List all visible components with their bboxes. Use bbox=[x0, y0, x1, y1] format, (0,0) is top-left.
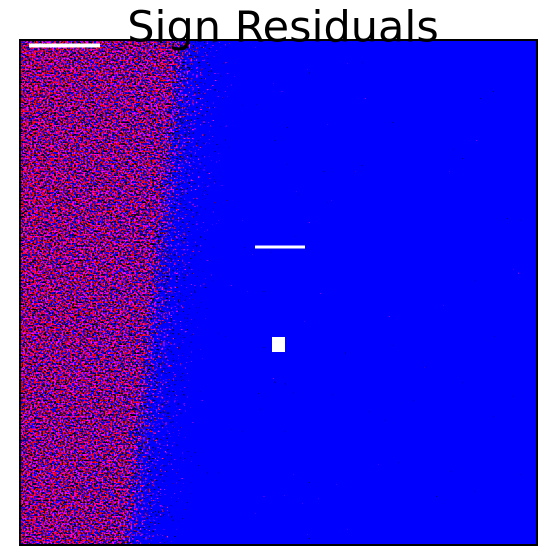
residual-map bbox=[20, 40, 537, 545]
artifact-block bbox=[272, 337, 285, 352]
plot-frame bbox=[19, 39, 538, 546]
plot-title: Sign Residuals bbox=[127, 3, 438, 53]
